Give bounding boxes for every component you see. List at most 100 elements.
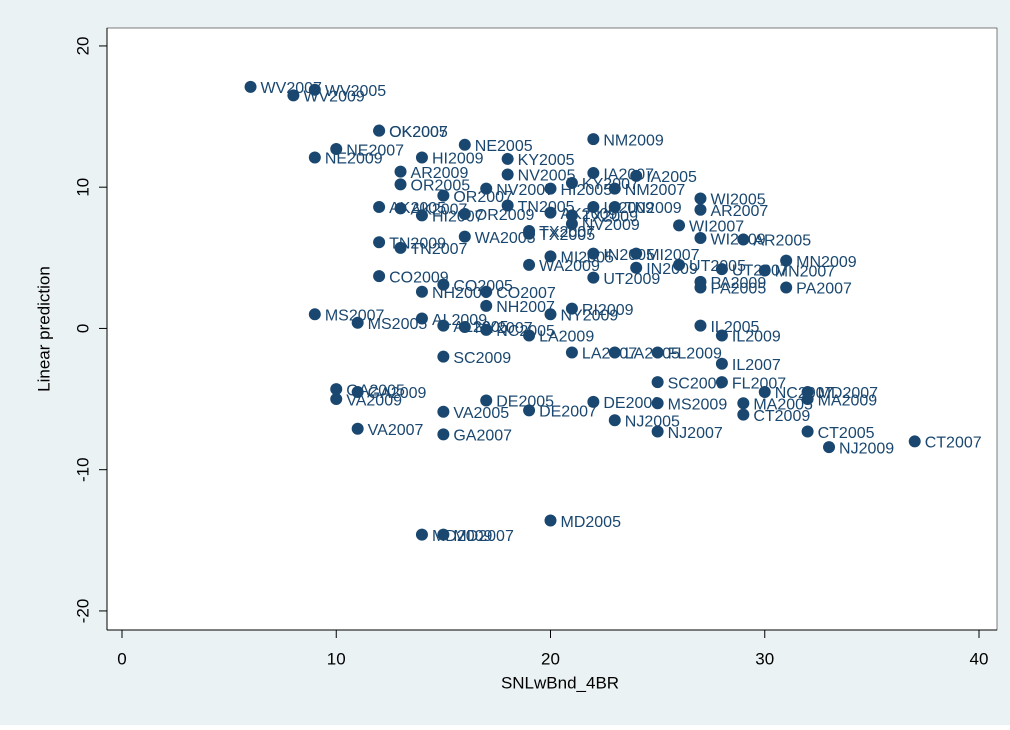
point <box>437 350 450 363</box>
point-label: IA2007 <box>603 166 654 183</box>
point <box>437 319 450 332</box>
point-label: NE2005 <box>475 138 533 155</box>
point <box>587 395 600 408</box>
point-label: NE2007 <box>346 142 404 159</box>
point <box>565 217 578 230</box>
point-label: WI2007 <box>689 219 744 236</box>
point-label: NJ2009 <box>839 440 894 457</box>
point-label: MN2007 <box>775 264 836 281</box>
point-label: NM2009 <box>603 132 664 149</box>
point-label: OR2009 <box>475 207 535 224</box>
point-label: CT2005 <box>818 425 875 442</box>
y-tick-label: 10 <box>73 178 92 197</box>
point-label: GA2007 <box>453 428 512 445</box>
point <box>394 202 407 215</box>
point <box>437 405 450 418</box>
point <box>651 425 664 438</box>
point-label: CO2009 <box>389 269 449 286</box>
point <box>415 528 428 541</box>
plot-area <box>106 27 998 631</box>
point <box>544 308 557 321</box>
point <box>415 285 428 298</box>
point <box>694 203 707 216</box>
point-label: MN2009 <box>796 254 857 271</box>
point-label: MD2005 <box>561 514 622 531</box>
point <box>437 428 450 441</box>
point <box>801 425 814 438</box>
point-label: WA2005 <box>475 230 536 247</box>
point <box>244 80 257 93</box>
point-label: MS2009 <box>668 397 728 414</box>
point <box>501 168 514 181</box>
point-label: DE2009 <box>603 395 661 412</box>
point <box>587 200 600 213</box>
point <box>480 285 493 298</box>
point <box>608 182 621 195</box>
point-label: UT2009 <box>603 271 660 288</box>
point <box>608 200 621 213</box>
point <box>394 165 407 178</box>
point-label: NH2007 <box>496 299 555 316</box>
point <box>523 404 536 417</box>
point-label: MD2007 <box>818 385 879 402</box>
point <box>587 247 600 260</box>
point-label: MS2005 <box>368 316 428 333</box>
point <box>758 264 771 277</box>
point <box>715 376 728 389</box>
point <box>501 199 514 212</box>
point <box>437 528 450 541</box>
point-label: MD2007 <box>453 528 514 545</box>
point-label: DE2005 <box>496 394 554 411</box>
point <box>523 329 536 342</box>
point-label: TN2009 <box>625 200 682 217</box>
point <box>330 383 343 396</box>
point-label: WI2009 <box>710 231 765 248</box>
point <box>694 232 707 245</box>
point-label: TN2007 <box>411 241 468 258</box>
point <box>351 385 364 398</box>
point <box>544 514 557 527</box>
x-tick-label: 0 <box>117 649 126 668</box>
y-tick-label: -10 <box>73 457 92 482</box>
point <box>308 151 321 164</box>
point <box>673 258 686 271</box>
point <box>373 236 386 249</box>
point-label: NV2005 <box>518 168 576 185</box>
point <box>737 233 750 246</box>
point-label: OK2007 <box>389 124 448 141</box>
point <box>394 241 407 254</box>
point-label: SC2005 <box>668 375 726 392</box>
point-label: VA2007 <box>368 422 424 439</box>
point-label: NE2009 <box>325 151 383 168</box>
point-label: AR2007 <box>710 203 768 220</box>
point <box>715 263 728 276</box>
x-tick-label: 10 <box>327 649 346 668</box>
point-label: TX2005 <box>539 227 595 244</box>
point <box>308 83 321 96</box>
point <box>565 176 578 189</box>
point <box>437 278 450 291</box>
point <box>330 143 343 156</box>
point-label: NV2009 <box>582 217 640 234</box>
point <box>694 319 707 332</box>
point-label: NM2007 <box>625 182 686 199</box>
point-label: TN2005 <box>518 199 575 216</box>
point <box>651 397 664 410</box>
point <box>801 393 814 406</box>
point <box>565 209 578 222</box>
point-label: TX2007 <box>539 224 595 241</box>
point <box>458 321 471 334</box>
point <box>308 308 321 321</box>
point-label: WV2009 <box>303 89 364 106</box>
point-label: LA2009 <box>539 329 594 346</box>
point <box>373 124 386 137</box>
point <box>587 271 600 284</box>
point <box>480 299 493 312</box>
point-label: WV2007 <box>261 80 322 97</box>
point <box>523 258 536 271</box>
point <box>608 346 621 359</box>
point <box>287 89 300 102</box>
point <box>651 346 664 359</box>
point <box>523 227 536 240</box>
